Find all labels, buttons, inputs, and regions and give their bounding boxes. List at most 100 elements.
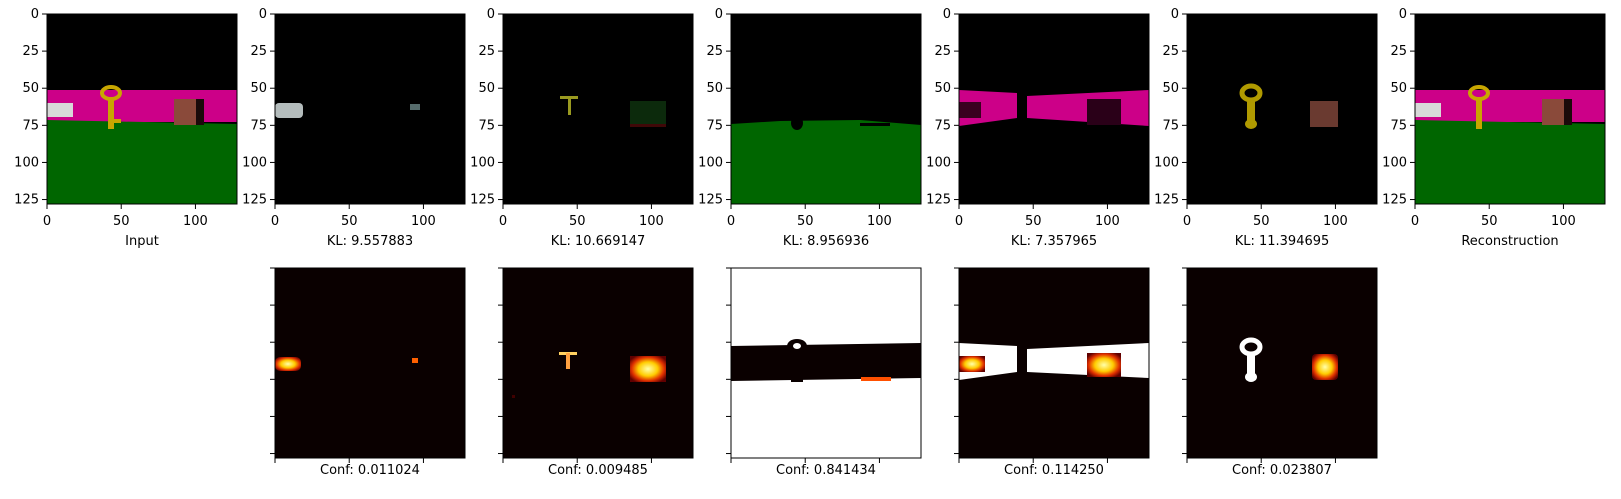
y-tick-label: 125 <box>242 193 267 208</box>
y-tick-label: 0 <box>1171 7 1179 22</box>
panel-caption: Conf: 0.114250 <box>1004 463 1104 478</box>
x-tick-label: 50 <box>797 214 814 229</box>
box-object <box>1312 354 1338 380</box>
y-tick-label: 100 <box>1382 155 1407 170</box>
y-tick-label: 75 <box>22 118 39 133</box>
mask-slot-5 <box>1186 267 1378 459</box>
panel-reconstruction <box>1415 14 1605 204</box>
axes-frame <box>46 13 238 205</box>
panel-slot-4 <box>959 14 1149 204</box>
mask-slot-4 <box>958 267 1150 459</box>
panel-caption: Input <box>125 234 159 249</box>
y-tick-label: 50 <box>250 81 267 96</box>
panel-slot-1 <box>275 14 465 204</box>
floor-region <box>47 120 237 204</box>
x-tick-label: 0 <box>1183 214 1191 229</box>
panel-caption: KL: 11.394695 <box>1235 234 1330 249</box>
x-tick-label: 50 <box>1253 214 1270 229</box>
y-tick-label: 50 <box>934 81 951 96</box>
panel-caption: KL: 10.669147 <box>551 234 646 249</box>
y-tick-label: 25 <box>1390 44 1407 59</box>
panel-caption: Reconstruction <box>1461 234 1558 249</box>
panel-caption: Conf: 0.023807 <box>1232 463 1332 478</box>
panel-caption: Conf: 0.841434 <box>776 463 876 478</box>
axes-frame <box>502 267 694 459</box>
y-tick-label: 50 <box>706 81 723 96</box>
y-tick-label: 0 <box>259 7 267 22</box>
y-tick-label: 125 <box>1382 193 1407 208</box>
y-tick-label: 25 <box>478 44 495 59</box>
axes-frame <box>958 13 1150 205</box>
axes-frame <box>1186 267 1378 459</box>
axes-frame <box>958 267 1150 459</box>
x-tick-label: 100 <box>1095 214 1120 229</box>
x-tick-label: 100 <box>639 214 664 229</box>
x-tick-label: 50 <box>1481 214 1498 229</box>
panel-caption: Conf: 0.009485 <box>548 463 648 478</box>
axes-frame <box>730 13 922 205</box>
y-tick-label: 125 <box>698 193 723 208</box>
x-tick-label: 0 <box>955 214 963 229</box>
x-tick-label: 0 <box>1411 214 1419 229</box>
box-object <box>1087 353 1121 377</box>
panel-caption: KL: 7.357965 <box>1011 234 1097 249</box>
y-tick-label: 75 <box>706 118 723 133</box>
floor-region <box>731 120 921 204</box>
y-tick-label: 25 <box>250 44 267 59</box>
y-tick-label: 125 <box>926 193 951 208</box>
box-object <box>1542 99 1564 125</box>
y-tick-label: 100 <box>698 155 723 170</box>
x-tick-label: 50 <box>1025 214 1042 229</box>
y-tick-label: 100 <box>14 155 39 170</box>
box-object <box>1310 101 1338 127</box>
top-row <box>47 14 1605 204</box>
x-tick-label: 100 <box>183 214 208 229</box>
x-tick-label: 100 <box>411 214 436 229</box>
axes-frame <box>502 13 694 205</box>
axes-frame <box>274 267 466 459</box>
x-tick-label: 100 <box>1323 214 1348 229</box>
mask-slot-2 <box>502 267 694 459</box>
x-tick-label: 0 <box>727 214 735 229</box>
box-object <box>174 99 196 125</box>
axes-frame <box>274 13 466 205</box>
y-tick-label: 100 <box>470 155 495 170</box>
axes-frame <box>730 267 922 459</box>
box-object <box>630 356 666 382</box>
car-object <box>47 103 73 117</box>
y-tick-label: 0 <box>31 7 39 22</box>
x-tick-label: 50 <box>113 214 130 229</box>
x-tick-label: 0 <box>43 214 51 229</box>
x-tick-label: 100 <box>867 214 892 229</box>
y-tick-label: 125 <box>14 193 39 208</box>
y-tick-label: 0 <box>943 7 951 22</box>
y-tick-label: 0 <box>1399 7 1407 22</box>
panel-slot-3 <box>731 14 921 204</box>
x-tick-label: 0 <box>271 214 279 229</box>
car-object <box>1415 103 1441 117</box>
y-tick-label: 25 <box>706 44 723 59</box>
y-tick-label: 50 <box>1390 81 1407 96</box>
x-tick-label: 50 <box>341 214 358 229</box>
axes-frame <box>1414 13 1606 205</box>
y-tick-label: 25 <box>934 44 951 59</box>
mask-slot-3 <box>730 267 922 459</box>
panel-caption: KL: 9.557883 <box>327 234 413 249</box>
y-tick-label: 50 <box>1162 81 1179 96</box>
car-object <box>275 357 301 371</box>
panel-slot-2 <box>503 14 693 204</box>
axes-layer: 0 50 100 0 25 50 75 100 125 Input 0 50 100 0 25 50 75 100… <box>14 7 1606 478</box>
y-tick-label: 50 <box>22 81 39 96</box>
box-object <box>630 101 666 127</box>
y-tick-label: 50 <box>478 81 495 96</box>
y-tick-label: 100 <box>242 155 267 170</box>
y-tick-label: 100 <box>1154 155 1179 170</box>
wall-band <box>47 90 237 122</box>
mask-slot-1 <box>274 267 466 459</box>
bottom-row <box>274 267 1378 459</box>
y-tick-label: 75 <box>478 118 495 133</box>
axes-frame <box>1186 13 1378 205</box>
y-tick-label: 25 <box>22 44 39 59</box>
panel-input <box>47 14 237 204</box>
